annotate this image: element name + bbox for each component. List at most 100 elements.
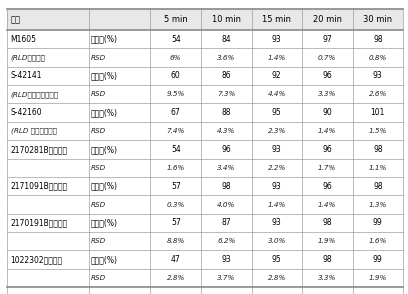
Bar (89, 269, 151, 287)
Bar (302, 196, 353, 214)
Bar (302, 177, 353, 196)
Text: 2.2%: 2.2% (268, 165, 286, 171)
Bar (353, 196, 403, 214)
Bar (252, 48, 302, 67)
Bar (353, 269, 403, 287)
Bar (89, 140, 151, 159)
Text: 86: 86 (222, 71, 231, 81)
Bar (89, 250, 151, 269)
Text: 93: 93 (272, 35, 282, 44)
Bar (151, 250, 201, 269)
Text: 2170191B（国产：: 2170191B（国产： (11, 218, 68, 228)
Text: 溶出度(%): 溶出度(%) (91, 108, 118, 117)
Bar (252, 85, 302, 103)
Bar (353, 214, 403, 232)
Bar (252, 214, 302, 232)
Bar (7, 177, 89, 196)
Text: 2.8%: 2.8% (268, 275, 286, 281)
Text: 93: 93 (222, 255, 231, 264)
Text: 1.9%: 1.9% (318, 238, 337, 244)
Bar (201, 214, 252, 232)
Bar (201, 48, 252, 67)
Bar (252, 177, 302, 196)
Text: 95: 95 (272, 255, 282, 264)
Bar (302, 232, 353, 250)
Text: 0.7%: 0.7% (318, 55, 337, 61)
Text: 6%: 6% (170, 55, 182, 61)
Bar (302, 30, 353, 48)
Text: 1.4%: 1.4% (268, 55, 286, 61)
Text: 98: 98 (322, 218, 332, 228)
Text: 1022302（厂产：: 1022302（厂产： (11, 255, 63, 264)
Bar (353, 140, 403, 159)
Bar (353, 232, 403, 250)
Bar (201, 122, 252, 140)
Bar (252, 9, 302, 30)
Bar (201, 269, 252, 287)
Bar (302, 159, 353, 177)
Text: 57: 57 (171, 182, 181, 191)
Bar (201, 250, 252, 269)
Bar (151, 48, 201, 67)
Text: 101: 101 (370, 108, 385, 117)
Text: 98: 98 (373, 35, 383, 44)
Bar (89, 177, 151, 196)
Text: 1.1%: 1.1% (369, 165, 387, 171)
Text: 0.8%: 0.8% (369, 55, 387, 61)
Text: 溶出度(%): 溶出度(%) (91, 255, 118, 264)
Bar (302, 103, 353, 122)
Text: 98: 98 (222, 182, 231, 191)
Text: (RLD 进上分压装：: (RLD 进上分压装： (11, 128, 57, 134)
Text: 99: 99 (373, 255, 383, 264)
Text: 90: 90 (322, 108, 332, 117)
Text: 2.3%: 2.3% (268, 128, 286, 134)
Text: 1.3%: 1.3% (369, 202, 387, 208)
Bar (353, 9, 403, 30)
Text: 54: 54 (171, 35, 181, 44)
Text: 3.7%: 3.7% (217, 275, 235, 281)
Bar (151, 122, 201, 140)
Text: RSD: RSD (91, 91, 106, 97)
Text: 47: 47 (171, 255, 181, 264)
Bar (89, 122, 151, 140)
Bar (151, 67, 201, 85)
Bar (252, 30, 302, 48)
Bar (353, 67, 403, 85)
Text: 1.5%: 1.5% (369, 128, 387, 134)
Text: 3.4%: 3.4% (217, 165, 235, 171)
Bar (7, 269, 89, 287)
Text: 30 min: 30 min (363, 15, 392, 24)
Bar (252, 196, 302, 214)
Bar (7, 140, 89, 159)
Text: M1605: M1605 (11, 35, 37, 44)
Bar (353, 177, 403, 196)
Text: 20 min: 20 min (313, 15, 342, 24)
Text: 溶出度(%): 溶出度(%) (91, 218, 118, 228)
Text: 5 min: 5 min (164, 15, 188, 24)
Bar (7, 30, 89, 48)
Text: 96: 96 (322, 182, 332, 191)
Bar (302, 214, 353, 232)
Text: 93: 93 (272, 218, 282, 228)
Bar (89, 85, 151, 103)
Text: 1.4%: 1.4% (268, 202, 286, 208)
Bar (353, 159, 403, 177)
Text: 93: 93 (272, 182, 282, 191)
Text: (RLD一次上：: (RLD一次上： (11, 54, 46, 61)
Text: 10 min: 10 min (212, 15, 241, 24)
Text: 98: 98 (373, 145, 383, 154)
Bar (302, 122, 353, 140)
Bar (201, 196, 252, 214)
Bar (7, 232, 89, 250)
Text: 0.3%: 0.3% (166, 202, 185, 208)
Text: RSD: RSD (91, 165, 106, 171)
Text: 2170281B（国产：: 2170281B（国产： (11, 145, 68, 154)
Bar (89, 48, 151, 67)
Text: S-42160: S-42160 (11, 108, 42, 117)
Text: 97: 97 (322, 35, 332, 44)
Bar (151, 196, 201, 214)
Bar (7, 250, 89, 269)
Text: 67: 67 (171, 108, 181, 117)
Bar (252, 122, 302, 140)
Bar (302, 67, 353, 85)
